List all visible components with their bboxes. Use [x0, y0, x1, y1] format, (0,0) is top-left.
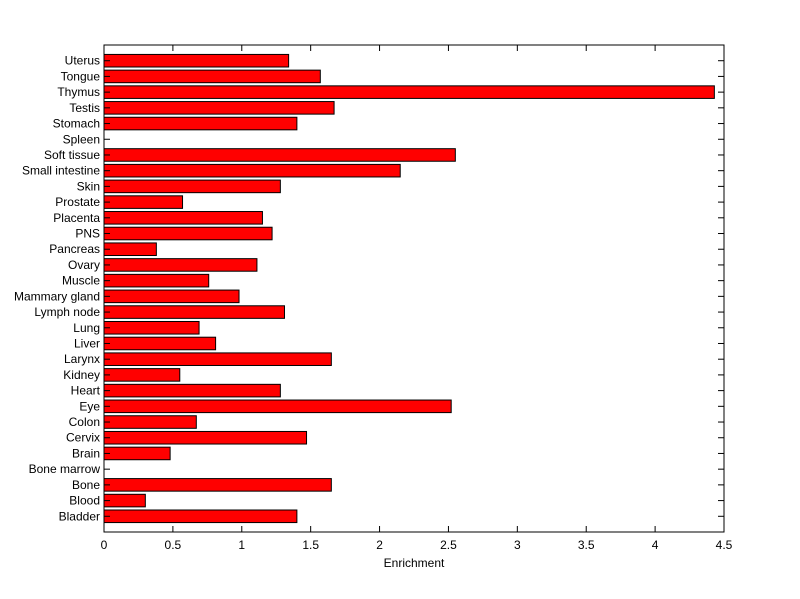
y-tick-label-cervix: Cervix	[66, 431, 100, 445]
y-tick-label-thymus: Thymus	[57, 85, 100, 99]
bar-pancreas	[103, 242, 157, 257]
y-tick-label-placenta: Placenta	[53, 211, 100, 225]
bar-mammary-gland	[103, 289, 240, 304]
y-tick-label-heart: Heart	[71, 384, 101, 398]
bar-testis	[103, 101, 335, 115]
ticks-group	[103, 45, 725, 532]
bar-ovary	[103, 258, 258, 272]
y-tick-label-mammary-gland: Mammary gland	[14, 289, 100, 303]
y-tick-label-tongue: Tongue	[61, 69, 101, 83]
x-tick-label: 2	[376, 538, 383, 552]
bar-liver	[103, 336, 217, 351]
bar-cervix	[103, 430, 308, 445]
x-axis-title: Enrichment	[384, 556, 445, 570]
y-tick-label-bone: Bone	[72, 478, 100, 492]
bar-brain	[103, 446, 171, 461]
y-tick-label-spleen: Spleen	[63, 132, 100, 146]
y-tick-label-eye: Eye	[79, 399, 100, 413]
x-tick-label: 3	[514, 538, 521, 552]
x-tick-label: 1.5	[302, 538, 319, 552]
y-tick-label-small-intestine: Small intestine	[22, 164, 100, 178]
y-tick-label-skin: Skin	[77, 179, 100, 193]
bar-thymus	[103, 85, 715, 99]
y-tick-label-stomach: Stomach	[53, 117, 100, 131]
bar-kidney	[103, 368, 181, 382]
x-tick-label: 3.5	[578, 538, 595, 552]
y-tick-label-soft-tissue: Soft tissue	[44, 148, 100, 162]
x-tick-labels: 0 0.5 1 1.5 2 2.5 3 3.5 4 4.5	[101, 538, 733, 552]
bar-soft-tissue	[103, 148, 456, 162]
bar-small-intestine	[103, 163, 401, 178]
x-tick-label: 0.5	[165, 538, 182, 552]
bar-muscle	[103, 273, 210, 288]
x-tick-label: 1	[238, 538, 245, 552]
y-tick-label-testis: Testis	[69, 101, 100, 115]
bar-skin	[103, 179, 281, 194]
bar-lymph-node	[103, 305, 285, 319]
y-tick-label-bone-marrow: Bone marrow	[29, 462, 101, 476]
bar-pns	[103, 226, 273, 241]
bar-lung	[103, 320, 200, 335]
bars-group	[103, 53, 715, 524]
bar-colon	[103, 415, 197, 429]
y-tick-label-lymph-node: Lymph node	[34, 305, 100, 319]
y-tick-label-kidney: Kidney	[63, 368, 100, 382]
bar-bone	[103, 478, 332, 492]
bar-prostate	[103, 195, 184, 209]
y-tick-label-pancreas: Pancreas	[49, 242, 100, 256]
y-tick-label-bladder: Bladder	[59, 509, 100, 523]
bar-eye	[103, 399, 452, 414]
y-tick-label-prostate: Prostate	[55, 195, 100, 209]
bar-uterus	[103, 53, 290, 68]
bar-larynx	[103, 352, 332, 366]
y-tick-label-lung: Lung	[73, 321, 100, 335]
y-tick-label-blood: Blood	[69, 494, 100, 508]
x-tick-label: 2.5	[440, 538, 457, 552]
y-tick-label-uterus: Uterus	[65, 54, 100, 68]
bar-bladder	[103, 509, 298, 524]
plot-area-frame	[103, 44, 725, 533]
x-tick-label: 0	[101, 538, 108, 552]
y-tick-label-larynx: Larynx	[64, 352, 100, 366]
y-tick-label-muscle: Muscle	[62, 274, 100, 288]
y-tick-label-ovary: Ovary	[68, 258, 100, 272]
y-tick-label-brain: Brain	[72, 446, 100, 460]
bar-blood	[103, 493, 146, 508]
y-tick-label-colon: Colon	[69, 415, 100, 429]
bar-tongue	[103, 69, 321, 84]
y-tick-label-liver: Liver	[74, 336, 100, 350]
bar-heart	[103, 383, 281, 398]
x-tick-label: 4	[652, 538, 659, 552]
x-tick-label: 4.5	[716, 538, 733, 552]
bar-stomach	[103, 116, 298, 131]
bar-placenta	[103, 211, 263, 225]
y-tick-label-pns: PNS	[75, 227, 100, 241]
